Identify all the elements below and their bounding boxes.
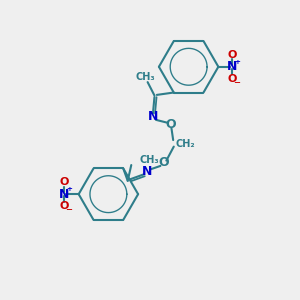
Text: N: N	[148, 110, 158, 123]
Text: CH₃: CH₃	[136, 72, 155, 82]
Text: N: N	[226, 60, 237, 73]
Text: O: O	[166, 118, 176, 131]
Text: N: N	[142, 165, 152, 178]
Text: O: O	[158, 157, 169, 169]
Text: O: O	[59, 177, 68, 187]
Text: +: +	[234, 59, 240, 65]
Text: CH₃: CH₃	[140, 155, 159, 165]
Text: CH₂: CH₂	[176, 139, 195, 148]
Text: +: +	[66, 186, 72, 192]
Text: O: O	[59, 201, 68, 211]
Text: O: O	[227, 74, 236, 84]
Text: −: −	[65, 205, 72, 214]
Text: N: N	[58, 188, 69, 201]
Text: O: O	[227, 50, 236, 60]
Text: −: −	[233, 78, 240, 87]
